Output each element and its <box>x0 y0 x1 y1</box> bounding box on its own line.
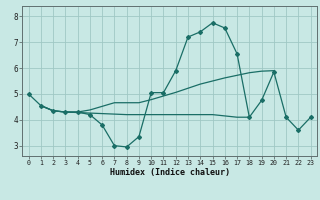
X-axis label: Humidex (Indice chaleur): Humidex (Indice chaleur) <box>110 168 230 177</box>
